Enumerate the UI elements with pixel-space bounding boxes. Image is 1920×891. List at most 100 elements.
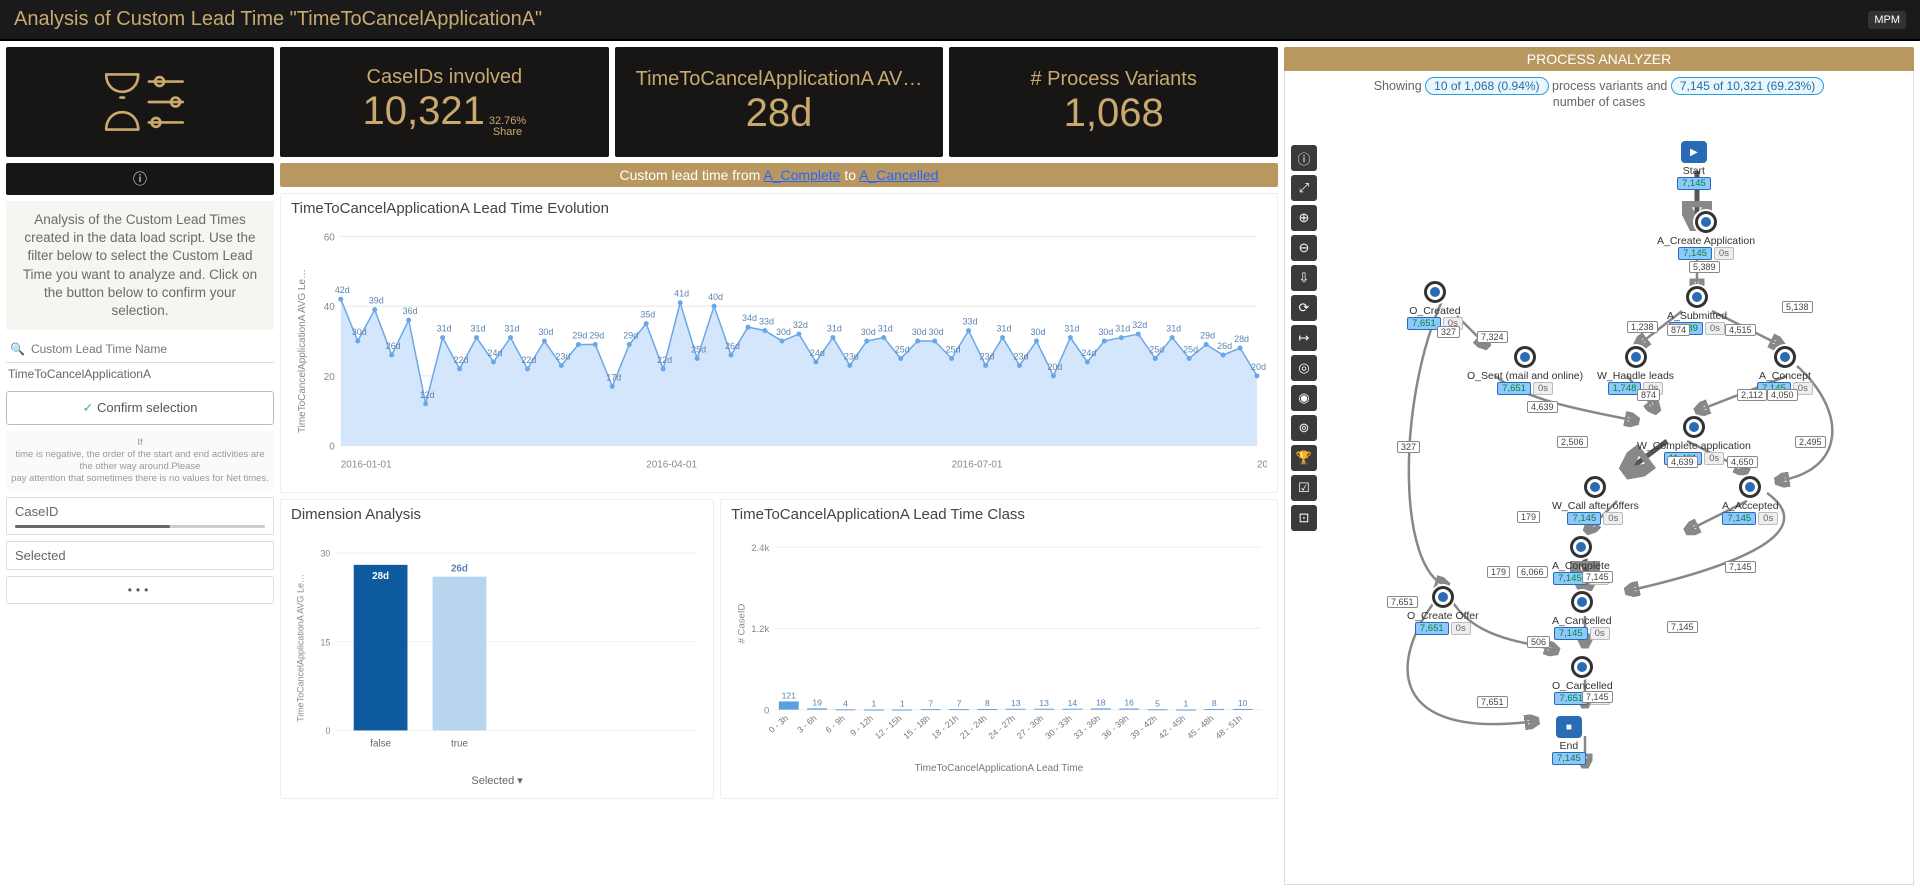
svg-text:19: 19 <box>813 697 823 707</box>
kpi-variants-title: # Process Variants <box>1030 68 1196 91</box>
link-a-cancelled[interactable]: A_Cancelled <box>859 167 938 183</box>
svg-text:20d: 20d <box>1047 362 1062 372</box>
svg-text:28d: 28d <box>1234 334 1249 344</box>
svg-text:0: 0 <box>329 442 335 453</box>
flow-node-ocreated[interactable]: O_Created7,6510s <box>1407 281 1463 330</box>
svg-text:26d: 26d <box>1217 341 1232 351</box>
svg-text:24d: 24d <box>810 348 825 358</box>
analyzer-tool-5[interactable]: ⟳ <box>1291 295 1317 321</box>
svg-text:28d: 28d <box>372 571 389 582</box>
analyzer-title: PROCESS ANALYZER <box>1284 47 1914 71</box>
search-icon: 🔍 <box>10 342 25 356</box>
search-selected-value[interactable]: TimeToCancelApplicationA <box>6 363 274 385</box>
svg-text:TimeToCancelApplicationA Lead: TimeToCancelApplicationA Lead Time <box>915 763 1084 774</box>
custom-lead-time-search[interactable]: 🔍 Custom Lead Time Name TimeToCancelAppl… <box>6 336 274 385</box>
flow-node-create[interactable]: A_Create Application7,1450s <box>1657 211 1755 260</box>
edge-label: 327 <box>1397 441 1420 453</box>
class-chart-card: TimeToCancelApplicationA Lead Time Class… <box>720 499 1278 799</box>
dimension-chart-title: Dimension Analysis <box>291 506 703 523</box>
middle-column: CaseIDs involved 10,321 32.76% Share Tim… <box>280 47 1278 885</box>
confirm-selection-button[interactable]: ✓ Confirm selection <box>6 391 274 425</box>
edge-label: 179 <box>1487 566 1510 578</box>
svg-text:25d: 25d <box>1183 344 1198 354</box>
analyzer-tool-7[interactable]: ◎ <box>1291 355 1317 381</box>
flow-node-handle[interactable]: W_Handle leads1,7480s <box>1597 346 1674 395</box>
filter-caseid[interactable]: CaseID <box>6 497 274 535</box>
svg-text:23d: 23d <box>844 351 859 361</box>
evolution-chart-title: TimeToCancelApplicationA Lead Time Evolu… <box>291 200 1267 217</box>
analyzer-body: Showing 10 of 1,068 (0.94%) process vari… <box>1284 71 1914 885</box>
top-bar: Analysis of Custom Lead Time "TimeToCanc… <box>0 0 1920 41</box>
analyzer-tool-10[interactable]: 🏆 <box>1291 445 1317 471</box>
analyzer-tool-6[interactable]: ↦ <box>1291 325 1317 351</box>
svg-text:25d: 25d <box>1149 344 1164 354</box>
flow-node-acancelled[interactable]: A_Cancelled7,1450s <box>1552 591 1612 640</box>
svg-text:26d: 26d <box>451 563 468 574</box>
svg-text:12d: 12d <box>420 390 435 400</box>
sidebar-info-bar[interactable]: ⓘ <box>6 163 274 195</box>
kpi-caseids: CaseIDs involved 10,321 32.76% Share <box>280 47 609 157</box>
analyzer-tool-9[interactable]: ⊚ <box>1291 415 1317 441</box>
svg-text:32d: 32d <box>1132 320 1147 330</box>
svg-text:24d: 24d <box>1081 348 1096 358</box>
svg-text:18: 18 <box>1096 698 1106 708</box>
edge-label: 6,066 <box>1517 566 1548 578</box>
svg-text:35d: 35d <box>640 310 655 320</box>
analyzer-tool-2[interactable]: ⊕ <box>1291 205 1317 231</box>
filter-selected[interactable]: Selected <box>6 541 274 570</box>
flow-node-start[interactable]: ▶Start7,145 <box>1677 141 1711 190</box>
cases-pill[interactable]: 7,145 of 10,321 (69.23%) <box>1671 77 1824 95</box>
svg-text:22d: 22d <box>657 355 672 365</box>
svg-text:30 - 33h: 30 - 33h <box>1043 713 1074 741</box>
svg-text:22d: 22d <box>454 355 469 365</box>
edge-label: 1,238 <box>1627 321 1658 333</box>
flow-node-wcall[interactable]: W_Call after offers7,1450s <box>1552 476 1639 525</box>
variants-pill[interactable]: 10 of 1,068 (0.94%) <box>1425 77 1548 95</box>
svg-text:42d: 42d <box>335 285 350 295</box>
svg-text:31d: 31d <box>827 324 842 334</box>
analyzer-tool-1[interactable]: ⤢ <box>1291 175 1317 201</box>
svg-text:121: 121 <box>782 691 797 701</box>
svg-text:40d: 40d <box>708 292 723 302</box>
sidebar-description: Analysis of the Custom Lead Times create… <box>6 201 274 330</box>
flow-node-end[interactable]: ■End7,145 <box>1552 716 1586 765</box>
filter-selected-label: Selected <box>15 548 265 563</box>
svg-text:31d: 31d <box>1115 324 1130 334</box>
more-button[interactable]: ••• <box>6 576 274 604</box>
svg-text:30d: 30d <box>352 327 367 337</box>
analyzer-tool-4[interactable]: ⇩ <box>1291 265 1317 291</box>
edge-label: 2,112 <box>1737 389 1767 401</box>
flow-node-concept[interactable]: A_Concept7,1450s <box>1757 346 1813 395</box>
evolution-chart[interactable]: 02040602016-01-012016-04-012016-07-01201… <box>291 221 1267 481</box>
svg-text:33 - 36h: 33 - 36h <box>1072 713 1103 741</box>
analyzer-tool-8[interactable]: ◉ <box>1291 385 1317 411</box>
kpi-avg-title: TimeToCancelApplicationA AV… <box>636 68 923 91</box>
svg-text:20d: 20d <box>1251 362 1266 372</box>
edge-label: 4,639 <box>1667 456 1698 468</box>
edge-label: 7,324 <box>1477 331 1508 343</box>
dimension-footer[interactable]: Selected ▾ <box>291 772 703 787</box>
svg-text:1.2k: 1.2k <box>751 624 769 635</box>
svg-text:36d: 36d <box>403 306 418 316</box>
class-chart[interactable]: 01.2k2.4k1210 - 3h193 - 6h46 - 9h19 - 12… <box>731 527 1267 787</box>
kpi-row: CaseIDs involved 10,321 32.76% Share Tim… <box>280 47 1278 157</box>
svg-text:25d: 25d <box>691 344 706 354</box>
svg-text:4: 4 <box>843 698 848 708</box>
analyzer-tool-3[interactable]: ⊖ <box>1291 235 1317 261</box>
flow-node-ocreateoffer[interactable]: O_Create Offer7,6510s <box>1407 586 1479 635</box>
analyzer-tool-11[interactable]: ☑ <box>1291 475 1317 501</box>
analyzer-tool-12[interactable]: ⊡ <box>1291 505 1317 531</box>
edge-label: 506 <box>1527 636 1550 648</box>
svg-text:39 - 42h: 39 - 42h <box>1128 713 1159 741</box>
link-a-complete[interactable]: A_Complete <box>763 167 840 183</box>
svg-text:7: 7 <box>957 698 962 708</box>
svg-text:24 - 27h: 24 - 27h <box>987 713 1018 741</box>
flow-node-osent[interactable]: O_Sent (mail and online)7,6510s <box>1467 346 1583 395</box>
flow-node-accepted[interactable]: A_Accepted7,1450s <box>1722 476 1779 525</box>
process-flow-canvas[interactable]: ▶Start7,145 A_Create Application7,1450s A_… <box>1327 141 1907 878</box>
analyzer-tool-0[interactable]: ⓘ <box>1291 145 1317 171</box>
svg-text:15 - 18h: 15 - 18h <box>901 713 932 741</box>
svg-text:30d: 30d <box>1030 327 1045 337</box>
dimension-chart[interactable]: 0153028dfalse26dtrueTimeToCancelApplicat… <box>291 527 703 769</box>
svg-text:13: 13 <box>1011 698 1021 708</box>
